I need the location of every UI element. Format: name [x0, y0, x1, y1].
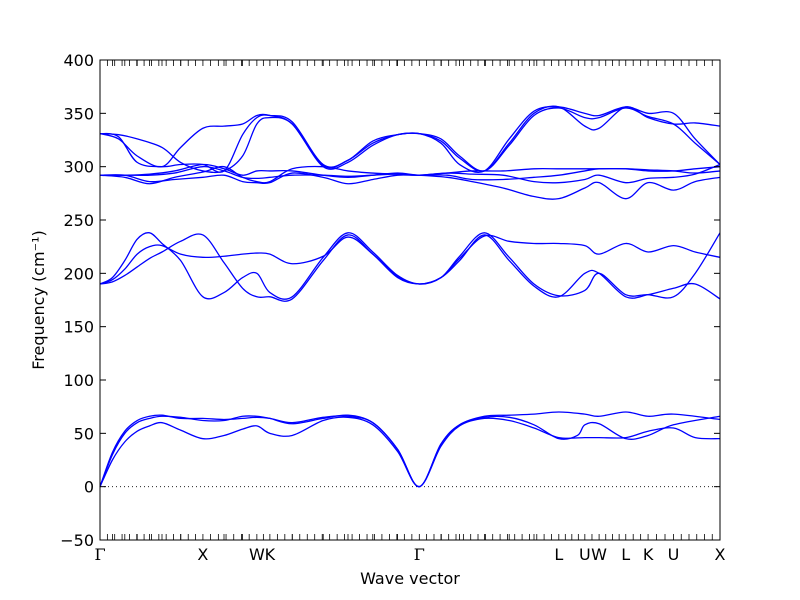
y-tick-label: 50: [74, 424, 94, 443]
x-tick-label: W: [591, 545, 607, 564]
x-tick-label: X: [715, 545, 726, 564]
branch-line-3: [99, 416, 721, 488]
x-tick-label: X: [197, 545, 208, 564]
x-tick-label: W: [249, 545, 265, 564]
y-tick-label: 300: [63, 158, 94, 177]
x-tick-label: K: [265, 545, 276, 564]
y-tick-label: 100: [63, 371, 94, 390]
branch-line-10: [99, 165, 721, 200]
x-tick-label: K: [643, 545, 654, 564]
y-tick-label: 350: [63, 104, 94, 123]
x-tick-label: U: [579, 545, 591, 564]
branch-line-13: [99, 106, 721, 174]
y-tick-label: 150: [63, 318, 94, 337]
dispersion-branches: [99, 105, 721, 488]
y-tick-label: 400: [63, 51, 94, 70]
x-tick-label: L: [621, 545, 630, 564]
y-axis-label: Frequency (cm⁻¹): [29, 230, 48, 369]
x-tick-label: Γ: [94, 545, 105, 564]
branch-line-2: [99, 414, 721, 488]
branch-line-1: [99, 411, 721, 488]
y-tick-label: 0: [84, 478, 94, 497]
x-tick-label: L: [554, 545, 563, 564]
y-axis-ticks: −50 0 50 100 150 200 250 300 350 400: [60, 51, 720, 550]
branch-line-6: [99, 233, 721, 302]
branch-line-9: [99, 166, 721, 185]
y-tick-label: 250: [63, 211, 94, 230]
y-tick-label: −50: [60, 531, 94, 550]
y-tick-label: 200: [63, 264, 94, 283]
x-tick-label: Γ: [414, 545, 425, 564]
plot-background: [100, 60, 720, 540]
plot-frame: [99, 59, 721, 541]
x-tick-label: U: [668, 545, 680, 564]
x-axis-label: Wave vector: [360, 569, 460, 588]
